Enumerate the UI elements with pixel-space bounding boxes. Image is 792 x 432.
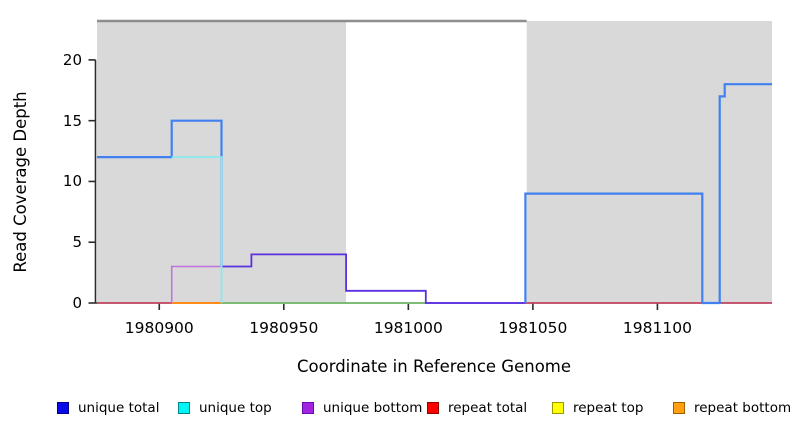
y-tick-label: 5: [72, 233, 82, 252]
y-tick-label: 20: [62, 50, 82, 69]
x-axis-title: Coordinate in Reference Genome: [296, 357, 572, 376]
x-tick-label: 1980900: [124, 319, 194, 337]
y-tick-label: 15: [62, 111, 82, 130]
x-tick-label: 1980950: [249, 319, 319, 337]
x-tick-label: 1981000: [373, 319, 443, 337]
x-tick-label: 1981100: [622, 319, 692, 337]
x-tick-label: 1981050: [498, 319, 568, 337]
y-tick-label: 10: [62, 172, 82, 191]
y-axis-title: Read Coverage Depth: [11, 91, 30, 273]
y-tick-label: 0: [72, 294, 82, 312]
